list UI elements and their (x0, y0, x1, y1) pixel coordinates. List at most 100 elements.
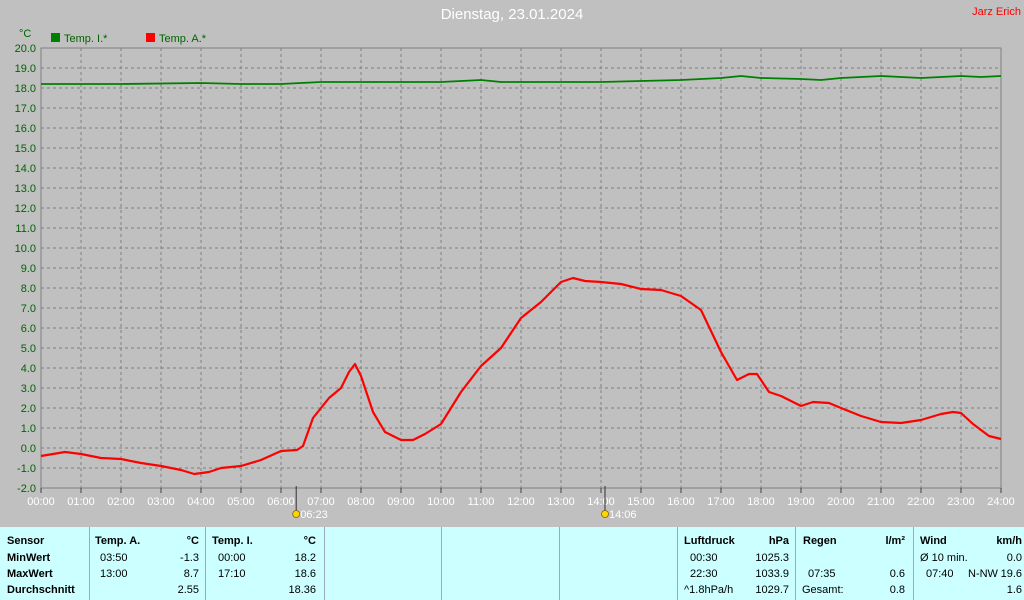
rain-unit: l/m² (885, 535, 905, 547)
summary-panel: Sensor MinWert MaxWert Durchschnitt Temp… (0, 527, 1024, 600)
y-tick-label: 4.0 (21, 363, 36, 375)
wind-header: Wind (920, 535, 947, 547)
y-unit-label: °C (19, 28, 31, 40)
rain-total-label: Gesamt: (802, 584, 844, 596)
x-tick-label: 14:00 (587, 496, 615, 508)
wind-gust-val: 19.6 (1000, 568, 1022, 580)
grid (41, 48, 1001, 488)
x-tick-label: 05:00 (227, 496, 255, 508)
temp-a-header: Temp. A. (95, 535, 141, 547)
temp-i-min-time: 00:00 (218, 552, 246, 564)
chart-title: Dienstag, 23.01.2024 (440, 6, 584, 23)
pressure-unit: hPa (768, 535, 789, 547)
x-tick-label: 09:00 (387, 496, 415, 508)
y-tick-label: 11.0 (15, 223, 36, 235)
label-sensor: Sensor (7, 535, 45, 547)
y-tick-label: 17.0 (15, 103, 36, 115)
temp-i-max-time: 17:10 (218, 568, 246, 580)
legend-swatch-temp-a (146, 33, 155, 42)
temp-i-header: Temp. I. (212, 535, 253, 547)
label-maxwert: MaxWert (7, 568, 53, 580)
x-tick-label: 10:00 (427, 496, 455, 508)
x-tick-label: 12:00 (507, 496, 535, 508)
pressure-min-time: 00:30 (690, 552, 718, 564)
rain-total: 0.8 (889, 584, 905, 596)
label-durchschnitt: Durchschnitt (7, 584, 75, 596)
y-tick-label: 0.0 (21, 443, 36, 455)
sunrise-label: 06:23 (300, 509, 328, 521)
author-label: Jarz Erich (972, 6, 1021, 18)
x-tick-label: 03:00 (147, 496, 175, 508)
y-tick-label: 12.0 (15, 203, 36, 215)
y-tick-label: 1.0 (21, 423, 36, 435)
y-tick-label: 8.0 (21, 283, 36, 295)
x-tick-label: 07:00 (307, 496, 335, 508)
sunset-label: 14:06 (609, 509, 637, 521)
temp-a-avg: 2.55 (177, 584, 199, 596)
y-tick-label: 18.0 (15, 83, 36, 95)
x-tick-label: 11:00 (468, 496, 495, 508)
temp-a-max-time: 13:00 (100, 568, 128, 580)
y-tick-label: 13.0 (15, 183, 36, 195)
summary-wind-col: Wind km/h Ø 10 min. 0.0 07:40 N-NW 19.6 1.6 (914, 527, 1024, 600)
summary-temp-a-col: Temp. A. °C 03:50 -1.3 13:00 8.7 2.55 (90, 527, 206, 600)
summary-rain-col: Regen l/m² 07:35 0.6 Gesamt: 0.8 (796, 527, 914, 600)
y-tick-label: -2.0 (17, 483, 36, 495)
pressure-max-time: 22:30 (690, 568, 718, 580)
series-line-temp-a (40, 276, 1002, 476)
x-tick-label: 17:00 (707, 496, 735, 508)
summary-temp-i-col: Temp. I. °C 00:00 18.2 17:10 18.6 18.36 (206, 527, 325, 600)
x-axis-ticks: 00:00 01:00 02:00 03:00 04:00 05:00 06:00 07:00… (27, 488, 1015, 508)
x-tick-label: 04:00 (187, 496, 215, 508)
wind-gust-time: 07:40 (926, 568, 954, 580)
rain-val: 0.6 (889, 568, 905, 580)
wind-avg-label: Ø 10 min. (920, 552, 968, 564)
legend-label-temp-i: Temp. I.* (64, 33, 108, 45)
sun-icon (292, 510, 301, 518)
wind-gust-dir: N-NW (968, 568, 998, 580)
summary-labels-col: Sensor MinWert MaxWert Durchschnitt (0, 527, 90, 600)
x-tick-label: 24:00 (987, 496, 1015, 508)
x-tick-label: 19:00 (787, 496, 815, 508)
x-tick-label: 08:00 (347, 496, 375, 508)
y-tick-label: 15.0 (15, 143, 36, 155)
y-tick-label: 14.0 (15, 163, 36, 175)
x-tick-label: 16:00 (667, 496, 695, 508)
x-tick-label: 01:00 (67, 496, 95, 508)
temperature-chart: -2.0 -1.0 0.0 1.0 2.0 3.0 4.0 5.0 6.0 7.0 8.0 9.0 10… (15, 28, 1015, 521)
temp-a-max-val: 8.7 (183, 568, 199, 580)
y-tick-label: 9.0 (21, 263, 36, 275)
label-minwert: MinWert (7, 552, 51, 564)
x-tick-label: 13:00 (547, 496, 575, 508)
pressure-header: Luftdruck (684, 535, 735, 547)
y-tick-label: 5.0 (21, 343, 36, 355)
legend-label-temp-a: Temp. A.* (159, 33, 207, 45)
temp-a-min-val: -1.3 (180, 552, 199, 564)
temp-a-min-time: 03:50 (100, 552, 128, 564)
y-axis-ticks: -2.0 -1.0 0.0 1.0 2.0 3.0 4.0 5.0 6.0 7.0 8.0 9.0 10… (15, 43, 36, 495)
temp-i-max-val: 18.6 (294, 568, 316, 580)
y-tick-label: 10.0 (15, 243, 36, 255)
y-tick-label: 19.0 (15, 63, 36, 75)
y-tick-label: 7.0 (21, 303, 36, 315)
wind-avg-val: 0.0 (1006, 552, 1022, 564)
summary-pressure-col: Luftdruck hPa 00:30 1025.3 22:30 1033.9 ^1.… (678, 527, 796, 600)
x-tick-label: 21:00 (867, 496, 895, 508)
wind-unit: km/h (996, 535, 1022, 547)
x-tick-label: 18:00 (747, 496, 775, 508)
summary-empty-col-1 (325, 527, 442, 600)
legend-swatch-temp-i (51, 33, 60, 42)
summary-empty-col-2 (442, 527, 560, 600)
rain-header: Regen (803, 535, 837, 547)
x-tick-label: 15:00 (627, 496, 655, 508)
sun-markers: 06:23 14:06 (292, 486, 637, 521)
wind-current: 1.6 (1006, 584, 1022, 596)
y-tick-label: 2.0 (21, 403, 36, 415)
pressure-current: 1029.7 (755, 584, 789, 596)
series-line-temp-i (41, 75, 1002, 85)
temp-i-min-val: 18.2 (294, 552, 316, 564)
temp-i-unit: °C (303, 535, 316, 547)
pressure-min-val: 1025.3 (755, 552, 789, 564)
series-lines (40, 75, 1002, 476)
x-tick-label: 06:00 (267, 496, 295, 508)
